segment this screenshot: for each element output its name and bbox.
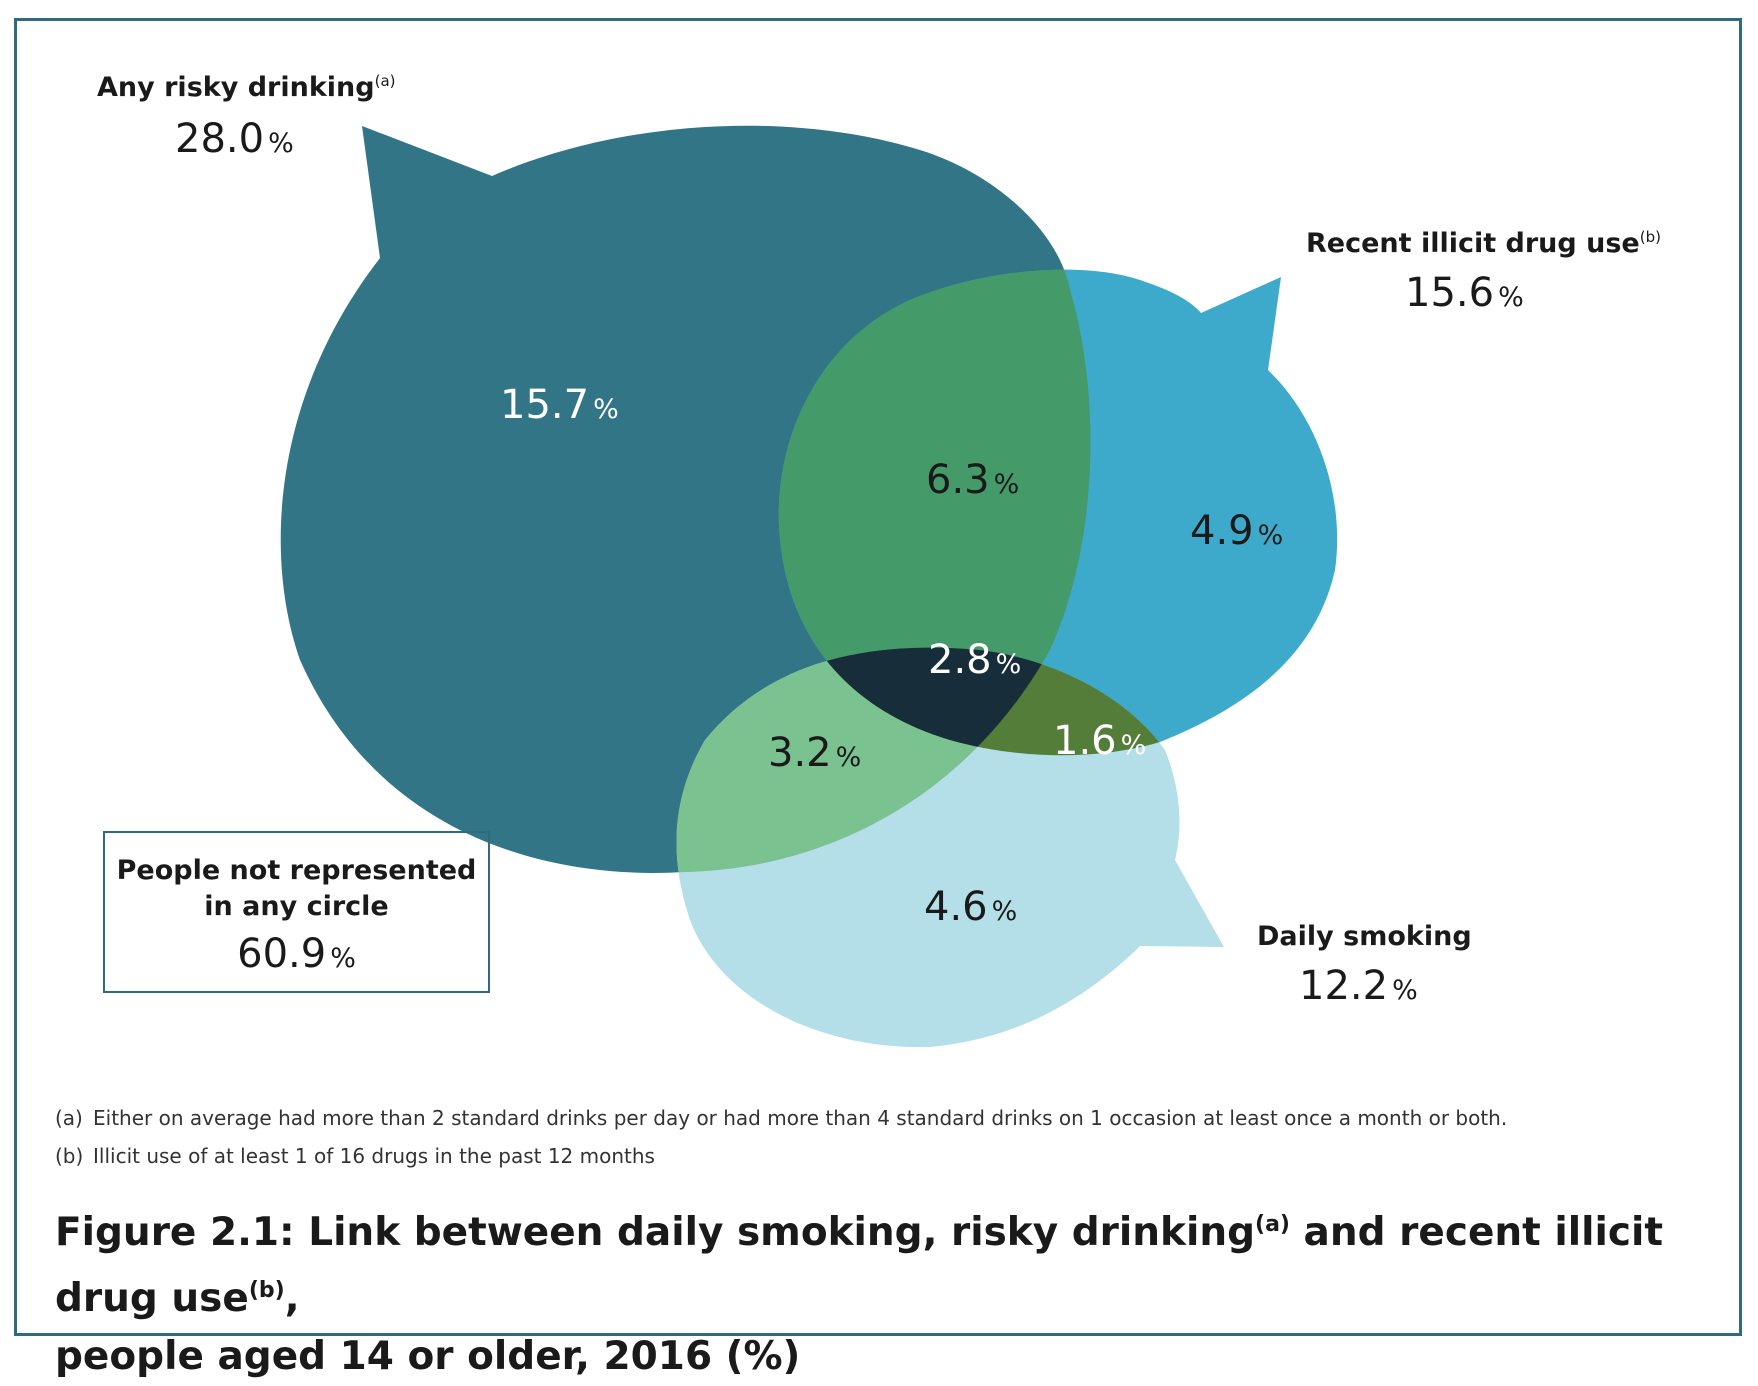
- outside-circles-label: People not represented in any circle: [116, 855, 477, 922]
- risky-drinking-label: Any risky drinking(a): [97, 72, 396, 103]
- illicit-drug-label: Recent illicit drug use(b): [1306, 228, 1661, 259]
- outside-circles-value: 60.9%: [237, 931, 356, 977]
- smoking-only-value: 4.6%: [924, 884, 1018, 930]
- figure-frame: [14, 18, 1742, 1336]
- risky-illicit-value: 6.3%: [926, 457, 1020, 503]
- illicit-only-value: 4.9%: [1190, 508, 1284, 554]
- illicit-smoking-value: 1.6%: [1053, 718, 1147, 764]
- daily-smoking-label: Daily smoking: [1257, 921, 1472, 952]
- footnote-a: (a) Either on average had more than 2 sta…: [55, 1106, 1508, 1130]
- all-three-value: 2.8%: [928, 637, 1022, 683]
- risky-smoking-value: 3.2%: [768, 730, 862, 776]
- figure-caption: Figure 2.1: Link between daily smoking, …: [55, 1210, 1663, 1379]
- risky-drinking-total: 28.0%: [175, 116, 294, 162]
- risky-only-value: 15.7%: [500, 382, 619, 428]
- daily-smoking-total: 12.2%: [1299, 963, 1418, 1009]
- footnote-b: (b) Illicit use of at least 1 of 16 drugs…: [55, 1144, 655, 1168]
- outside-circles-box: People not represented in any circle 60.…: [103, 831, 490, 993]
- illicit-drug-total: 15.6%: [1405, 270, 1524, 316]
